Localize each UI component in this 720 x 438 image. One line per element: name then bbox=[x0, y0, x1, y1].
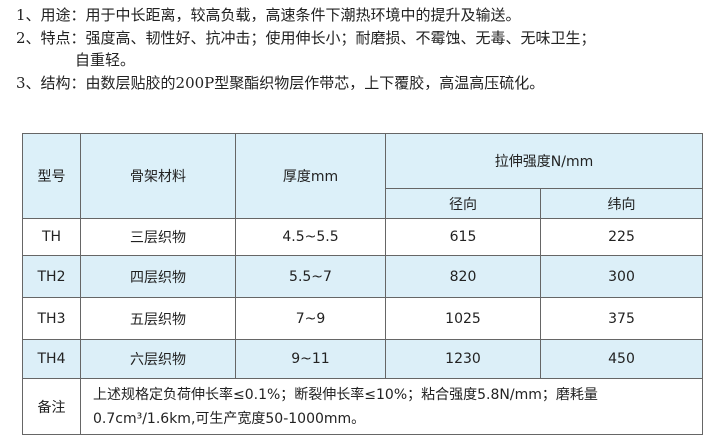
cell: 五层织物 bbox=[80, 297, 236, 340]
cell: 615 bbox=[385, 218, 541, 256]
table-row: TH 三层织物 4.5~5.5 615 225 bbox=[22, 218, 703, 256]
cell: 1025 bbox=[385, 297, 541, 340]
header-weft: 纬向 bbox=[540, 188, 703, 219]
table-row: TH3 五层织物 7~9 1025 375 bbox=[22, 297, 703, 340]
header-thickness: 厚度mm bbox=[235, 133, 386, 219]
cell: 4.5~5.5 bbox=[235, 218, 386, 256]
cell: 300 bbox=[540, 255, 703, 298]
table-row: TH4 六层织物 9~11 1230 450 bbox=[22, 339, 703, 379]
cell: 四层织物 bbox=[80, 255, 236, 298]
intro-line: 2、特点：强度高、韧性好、抗冲击；使用伸长小；耐磨损、不霉蚀、无毒、无味卫生； bbox=[16, 28, 596, 47]
remark-line: 上述规格定负荷伸长率≤0.1%；断裂伸长率≤10%；粘合强度5.8N/mm；磨耗… bbox=[93, 386, 598, 403]
intro-line: 3、结构：由数层贴胶的200P型聚酯织物层作带芯，上下覆胶，高温高压硫化。 bbox=[16, 73, 545, 92]
cell: TH bbox=[22, 218, 81, 256]
cell: 5.5~7 bbox=[235, 255, 386, 298]
cell: TH4 bbox=[22, 339, 81, 379]
remark-text: 上述规格定负荷伸长率≤0.1%；断裂伸长率≤10%；粘合强度5.8N/mm；磨耗… bbox=[80, 378, 703, 435]
remark-label: 备注 bbox=[22, 378, 81, 435]
intro-line: 1、用途：用于中长距离，较高负载，高速条件下潮热环境中的提升及输送。 bbox=[16, 6, 521, 24]
cell: 7~9 bbox=[235, 297, 386, 340]
intro-line: 自重轻。 bbox=[75, 51, 136, 69]
cell: 225 bbox=[540, 218, 703, 256]
cell: TH2 bbox=[22, 255, 81, 298]
intro-text: 1、用途：用于中长距离，较高负载，高速条件下潮热环境中的提升及输送。 2、特点：… bbox=[16, 4, 596, 94]
cell: 9~11 bbox=[235, 339, 386, 379]
cell: 450 bbox=[540, 339, 703, 379]
header-material: 骨架材料 bbox=[80, 133, 236, 219]
header-strength: 拉伸强度N/mm bbox=[385, 133, 703, 189]
remark-line: 0.7cm³/1.6km,可生产宽度50-1000mm。 bbox=[93, 410, 366, 427]
header-warp: 径向 bbox=[385, 188, 541, 219]
header-model: 型号 bbox=[22, 133, 81, 219]
cell: 1230 bbox=[385, 339, 541, 379]
cell: 375 bbox=[540, 297, 703, 340]
cell: 三层织物 bbox=[80, 218, 236, 256]
table-row: TH2 四层织物 5.5~7 820 300 bbox=[22, 255, 703, 298]
remark-row: 备注 上述规格定负荷伸长率≤0.1%；断裂伸长率≤10%；粘合强度5.8N/mm… bbox=[22, 378, 703, 435]
cell: 六层织物 bbox=[80, 339, 236, 379]
cell: 820 bbox=[385, 255, 541, 298]
cell: TH3 bbox=[22, 297, 81, 340]
spec-table: 型号 骨架材料 厚度mm 拉伸强度N/mm 径向 纬向 TH 三层织物 4.5~5.… bbox=[22, 133, 703, 435]
